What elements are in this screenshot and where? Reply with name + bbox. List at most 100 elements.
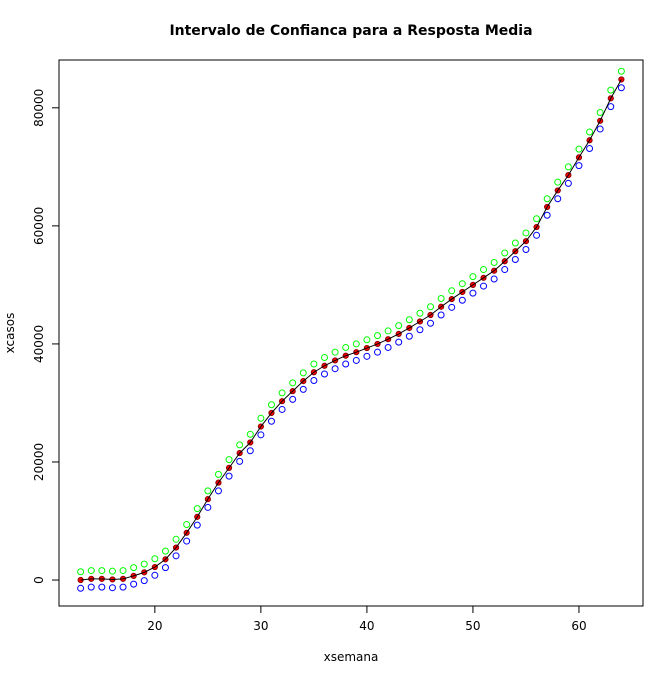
interval-point	[374, 348, 382, 356]
interval-point	[363, 352, 371, 360]
y-tick-label: 40000	[32, 325, 46, 363]
interval-point	[458, 296, 466, 304]
interval-point	[384, 327, 392, 335]
interval-point	[161, 564, 169, 572]
interval-point	[108, 567, 116, 575]
interval-point	[98, 583, 106, 591]
interval-point	[437, 311, 445, 319]
interval-point	[342, 360, 350, 368]
interval-point	[331, 365, 339, 373]
interval-point	[522, 245, 530, 253]
interval-point	[543, 195, 551, 203]
y-axis-label: xcasos	[3, 313, 17, 354]
interval-point	[480, 266, 488, 274]
interval-point	[98, 567, 106, 575]
interval-point	[320, 370, 328, 378]
interval-point	[204, 487, 212, 495]
interval-point	[501, 266, 509, 274]
interval-point	[352, 340, 360, 348]
interval-point	[278, 389, 286, 397]
interval-point	[564, 163, 572, 171]
interval-point	[533, 231, 541, 239]
x-tick-label: 50	[465, 619, 480, 633]
interval-point	[77, 568, 85, 576]
interval-point	[596, 109, 604, 117]
interval-point	[352, 356, 360, 364]
chart-title: Intervalo de Confianca para a Resposta M…	[169, 23, 532, 39]
interval-point	[161, 547, 169, 555]
x-tick-label: 20	[147, 619, 162, 633]
interval-point	[596, 125, 604, 133]
interval-point	[607, 86, 615, 94]
interval-point	[427, 303, 435, 311]
interval-point	[416, 309, 424, 317]
x-tick-label: 40	[359, 619, 374, 633]
interval-point	[617, 84, 625, 92]
interval-point	[469, 289, 477, 297]
interval-point	[225, 472, 233, 480]
x-tick-label: 60	[571, 619, 586, 633]
interval-point	[257, 414, 265, 422]
interval-point	[448, 303, 456, 311]
interval-point	[427, 319, 435, 327]
y-tick-label: 0	[32, 576, 46, 584]
interval-point	[289, 395, 297, 403]
interval-point	[607, 103, 615, 111]
interval-point	[193, 505, 201, 513]
interval-point	[130, 564, 138, 572]
interval-point	[511, 239, 519, 247]
interval-point	[151, 555, 159, 563]
interval-point	[501, 249, 509, 257]
interval-point	[416, 326, 424, 334]
interval-point	[183, 537, 191, 545]
plot-box	[58, 59, 644, 607]
interval-point	[342, 343, 350, 351]
interval-point	[522, 229, 530, 237]
interval-point	[77, 584, 85, 592]
interval-point	[331, 348, 339, 356]
interval-point	[172, 552, 180, 560]
interval-point	[575, 145, 583, 153]
x-axis-label: xsemana	[324, 650, 379, 664]
interval-point	[586, 145, 594, 153]
interval-point	[320, 353, 328, 361]
interval-point	[130, 580, 138, 588]
interval-point	[310, 377, 318, 385]
interval-point	[405, 316, 413, 324]
interval-point	[299, 385, 307, 393]
interval-point	[183, 521, 191, 529]
interval-point	[289, 379, 297, 387]
interval-point	[617, 67, 625, 75]
interval-point	[490, 258, 498, 266]
interval-point	[140, 577, 148, 585]
interval-point	[151, 571, 159, 579]
interval-point	[236, 457, 244, 465]
y-tick-label: 60000	[32, 207, 46, 245]
interval-point	[554, 178, 562, 186]
interval-point	[405, 332, 413, 340]
interval-point	[437, 294, 445, 302]
interval-point	[458, 280, 466, 288]
interval-point	[490, 275, 498, 283]
interval-point	[172, 535, 180, 543]
interval-point	[257, 431, 265, 439]
interval-point	[246, 430, 254, 438]
interval-point	[299, 369, 307, 377]
interval-point	[448, 287, 456, 295]
interval-point	[310, 360, 318, 368]
interval-point	[140, 560, 148, 568]
interval-point	[87, 583, 95, 591]
y-tick-label: 80000	[32, 89, 46, 127]
interval-point	[246, 447, 254, 455]
interval-point	[575, 162, 583, 170]
interval-point	[236, 441, 244, 449]
fit-line	[80, 79, 622, 581]
interval-point	[511, 256, 519, 264]
interval-point	[193, 521, 201, 529]
interval-point	[384, 343, 392, 351]
interval-point	[564, 179, 572, 187]
interval-point	[108, 584, 116, 592]
interval-point	[204, 503, 212, 511]
interval-point	[225, 456, 233, 464]
